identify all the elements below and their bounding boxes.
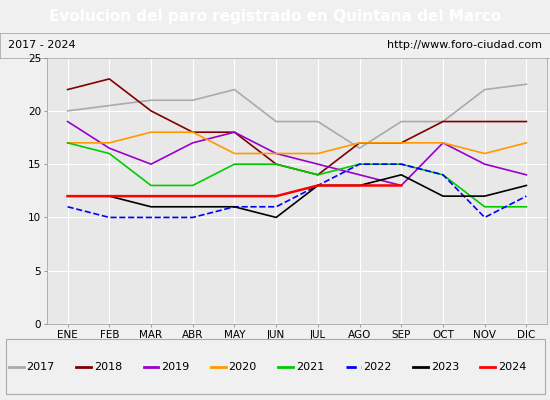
FancyBboxPatch shape bbox=[6, 339, 544, 394]
Text: 2024: 2024 bbox=[498, 362, 526, 372]
Text: 2017 - 2024: 2017 - 2024 bbox=[8, 40, 76, 50]
Text: 2022: 2022 bbox=[363, 362, 392, 372]
Text: 2020: 2020 bbox=[228, 362, 257, 372]
Text: 2019: 2019 bbox=[161, 362, 189, 372]
Text: 2021: 2021 bbox=[296, 362, 324, 372]
Text: 2017: 2017 bbox=[26, 362, 54, 372]
Text: 2023: 2023 bbox=[431, 362, 459, 372]
Text: Evolucion del paro registrado en Quintana del Marco: Evolucion del paro registrado en Quintan… bbox=[49, 9, 501, 24]
Text: http://www.foro-ciudad.com: http://www.foro-ciudad.com bbox=[387, 40, 542, 50]
Text: 2018: 2018 bbox=[94, 362, 122, 372]
